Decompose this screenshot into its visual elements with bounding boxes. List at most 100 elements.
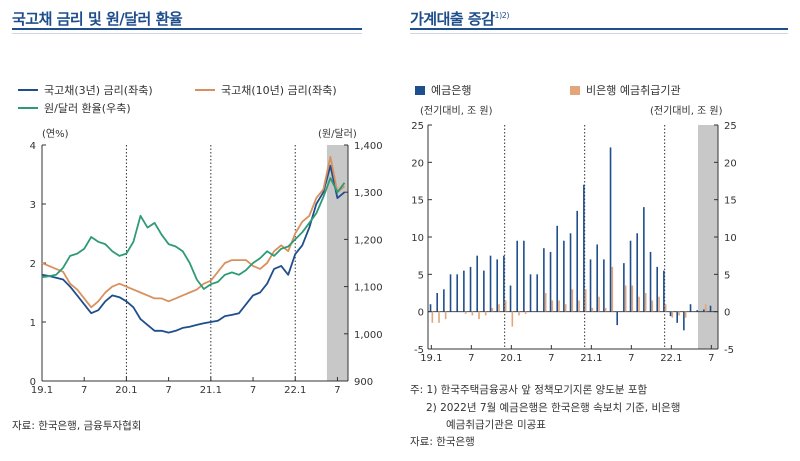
- bar-bank-30: [629, 240, 632, 312]
- bar-nonbank-21: [571, 289, 574, 312]
- legend-label-bank: 예금은행: [431, 84, 472, 97]
- bar-nonbank-25: [598, 296, 600, 312]
- legend-item-bank: 예금은행: [415, 82, 471, 98]
- legend-item-bond10: 국고채(10년) 금리(좌축): [195, 82, 337, 98]
- bar-bank-21: [569, 233, 572, 312]
- bar-nonbank-36: [671, 311, 674, 318]
- xtick-label-2: 20.1: [500, 353, 522, 364]
- series-line-bond3: [41, 164, 346, 334]
- bar-bank-15: [529, 274, 532, 312]
- bar-bank-35: [663, 270, 665, 312]
- bar-nonbank-1: [438, 311, 440, 323]
- bar-bank-5: [463, 270, 465, 312]
- bar-bank-7: [476, 255, 478, 312]
- bar-nonbank-32: [644, 293, 647, 312]
- legend-swatch-bond10: [195, 89, 215, 91]
- bar-bank-14: [523, 240, 525, 312]
- left-ytick-label-1: 0: [418, 308, 424, 319]
- xtick-label-0: 19.1: [420, 353, 442, 364]
- bar-bank-40: [696, 310, 698, 312]
- bar-nonbank-38: [684, 311, 687, 318]
- bar-bank-34: [656, 266, 658, 312]
- right-ytick-label-1: 1,000: [354, 330, 383, 341]
- right-bar-chart: -5 -5 0 0 5 5 10 10 15 15 20 20 25 25 19.1 7 20.1 7 21.1 7 2…: [411, 121, 737, 364]
- xtick-label-7: 7: [334, 385, 340, 395]
- bar-nonbank-26: [604, 307, 607, 312]
- bar-nonbank-19: [558, 300, 560, 312]
- bar-bank-33: [649, 251, 652, 312]
- bar-bank-22: [576, 210, 578, 312]
- bar-nonbank-17: [544, 293, 547, 312]
- xtick-label-6: 22.1: [284, 385, 306, 395]
- legend-label-fx: 원/달러 환율(우축): [44, 102, 131, 115]
- bar-bank-13: [516, 240, 518, 312]
- left-source: 자료: 한국은행, 금융투자협회: [12, 420, 142, 432]
- xtick-label-5: 7: [250, 385, 256, 395]
- bar-nonbank-9: [491, 307, 494, 312]
- bar-nonbank-22: [578, 300, 580, 312]
- xtick-label-4: 21.1: [580, 353, 602, 364]
- legend-item-fx: 원/달러 환율(우축): [18, 100, 131, 116]
- bar-bank-24: [589, 259, 592, 312]
- bar-bank-41: [703, 309, 705, 312]
- right-ytick-label-2: 1,100: [354, 283, 383, 294]
- bar-nonbank-23: [584, 289, 587, 312]
- bar-nonbank-33: [651, 300, 654, 312]
- left-ytick-label-0: -5: [414, 345, 424, 356]
- left-ytick-label-0: 0: [30, 377, 36, 388]
- bar-bank-1: [436, 293, 438, 312]
- series-line-bond10: [41, 155, 346, 309]
- bar-bank-25: [596, 244, 598, 312]
- right-ytick-label-3: 1,200: [354, 235, 383, 246]
- xtick-label-1: 7: [81, 385, 87, 395]
- bar-bank-32: [643, 207, 645, 312]
- bar-nonbank-30: [631, 285, 634, 312]
- bar-nonbank-20: [564, 304, 567, 312]
- left-title-rule: [12, 28, 362, 30]
- bar-bank-18: [549, 251, 552, 312]
- bar-bank-8: [483, 270, 485, 312]
- left-ytick-label-3: 10: [411, 233, 424, 244]
- note-line-3: 예금취급기관은 미공표: [446, 419, 546, 431]
- xtick-label-3: 7: [548, 353, 554, 364]
- bar-bank-6: [469, 266, 472, 312]
- left-axis-unit: (연%): [42, 129, 69, 140]
- xtick-label-0: 19.1: [31, 385, 53, 395]
- bar-nonbank-11: [504, 300, 507, 312]
- right-chart-unit-left: (전기대비, 조 원): [420, 106, 493, 117]
- bar-bank-28: [616, 311, 618, 326]
- bar-nonbank-14: [524, 311, 527, 314]
- bar-bank-4: [456, 274, 458, 312]
- xtick-label-5: 7: [628, 353, 634, 364]
- right-ytick-label-3: 10: [724, 233, 737, 244]
- bar-nonbank-12: [511, 311, 514, 327]
- right-chart-unit-right: (전기대비, 조 원): [650, 106, 723, 117]
- left-line-chart: 0 1 2 3 4 900 1,000 1,100 1,200 1,300 1,400 19.1 7 20…: [30, 141, 383, 395]
- note-line-4: 자료: 한국은행: [410, 436, 475, 448]
- xtick-label-7: 7: [708, 353, 714, 364]
- bar-nonbank-13: [518, 311, 520, 316]
- bar-bank-17: [543, 248, 545, 312]
- xtick-label-2: 20.1: [115, 385, 137, 395]
- bar-bank-39: [689, 304, 692, 312]
- legend-label-bond10: 국고채(10년) 금리(좌축): [221, 84, 337, 97]
- bar-nonbank-37: [678, 311, 680, 316]
- bar-bank-42: [709, 305, 712, 312]
- bar-nonbank-8: [484, 311, 487, 316]
- legend-swatch-nonbank: [570, 85, 580, 95]
- legend-label-nonbank: 비은행 예금취급기관: [586, 84, 681, 97]
- left-ytick-label-4: 4: [30, 141, 36, 152]
- legend-swatch-bank: [415, 85, 425, 95]
- bar-nonbank-2: [444, 311, 447, 320]
- bar-bank-27: [609, 147, 612, 312]
- bar-bank-12: [509, 285, 512, 312]
- bar-nonbank-41: [704, 304, 707, 312]
- bar-bank-9: [489, 255, 492, 312]
- left-ytick-label-1: 1: [30, 318, 36, 329]
- right-ytick-label-4: 1,300: [354, 188, 383, 199]
- note-line-1: 주: 1) 한국주택금융공사 앞 정책모기지론 양도분 포함: [410, 384, 648, 396]
- xtick-label-3: 7: [165, 385, 171, 395]
- bar-bank-23: [583, 184, 585, 312]
- bar-nonbank-35: [664, 304, 667, 312]
- right-chart-title: 가계대출 증감1)2): [410, 8, 509, 29]
